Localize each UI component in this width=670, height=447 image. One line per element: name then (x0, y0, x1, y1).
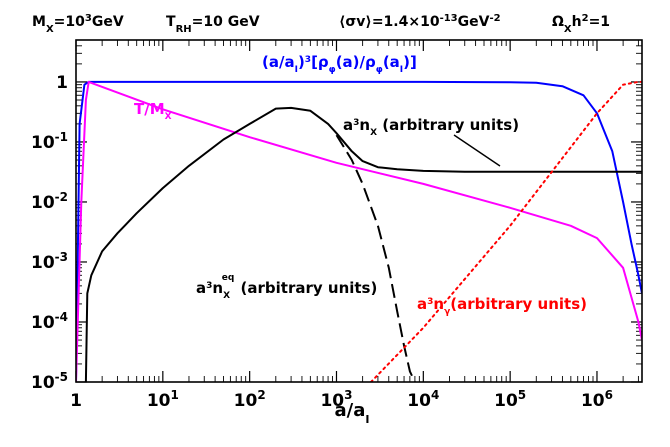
x-tick-label: 101 (147, 388, 179, 411)
label-temperature: T/MX (134, 100, 172, 122)
label-photon-density: a3nγ(arbitrary units) (417, 295, 587, 317)
tick-labels: 1 101 102 103 104 105 106 1 10-1 10-2 10-3 10-4 10-5 (31, 73, 613, 411)
label-dark-matter-density: a3nX (arbitrary units) (343, 116, 519, 138)
plot-curves (76, 80, 642, 382)
series-line-2 (76, 80, 642, 382)
series-line-3 (84, 106, 642, 382)
header-cross-section: ⟨σv⟩=1.4×10-13GeV-2 (339, 13, 501, 31)
x-tick-label: 1 (70, 391, 82, 411)
x-tick-label: 103 (320, 388, 352, 411)
pointer-dark-matter-density (453, 134, 501, 167)
x-tick-label: 106 (581, 388, 613, 411)
header-mass: MX=103GeV (32, 13, 124, 35)
x-tick-label: 104 (407, 388, 439, 411)
x-tick-label: 105 (494, 388, 526, 411)
series-line-4 (335, 134, 416, 382)
y-tick-label: 10-3 (31, 250, 68, 273)
y-tick-label: 10-1 (31, 130, 68, 153)
header-reheat-temp: TRH=10 GeV (166, 14, 260, 35)
y-tick-label: 10-4 (31, 310, 68, 333)
x-axis-label: a/aI (335, 400, 370, 426)
x-tick-label: 102 (234, 388, 266, 411)
y-tick-label: 10-5 (31, 370, 68, 393)
axis-ticks (75, 39, 642, 383)
chart-header: MX=103GeV TRH=10 GeV ⟨σv⟩=1.4×10-13GeV-2… (32, 13, 610, 35)
header-relic-density: ΩXh2=1 (552, 13, 610, 35)
label-inflaton-energy: (a/aI)3[ρφ(a)/ρφ(aI)] (262, 53, 417, 75)
label-equilibrium-density: a3nXeq (arbitrary units) (196, 273, 377, 301)
plot-frame (75, 39, 643, 383)
y-tick-label: 10-2 (31, 190, 68, 213)
y-tick-label: 1 (56, 73, 68, 93)
